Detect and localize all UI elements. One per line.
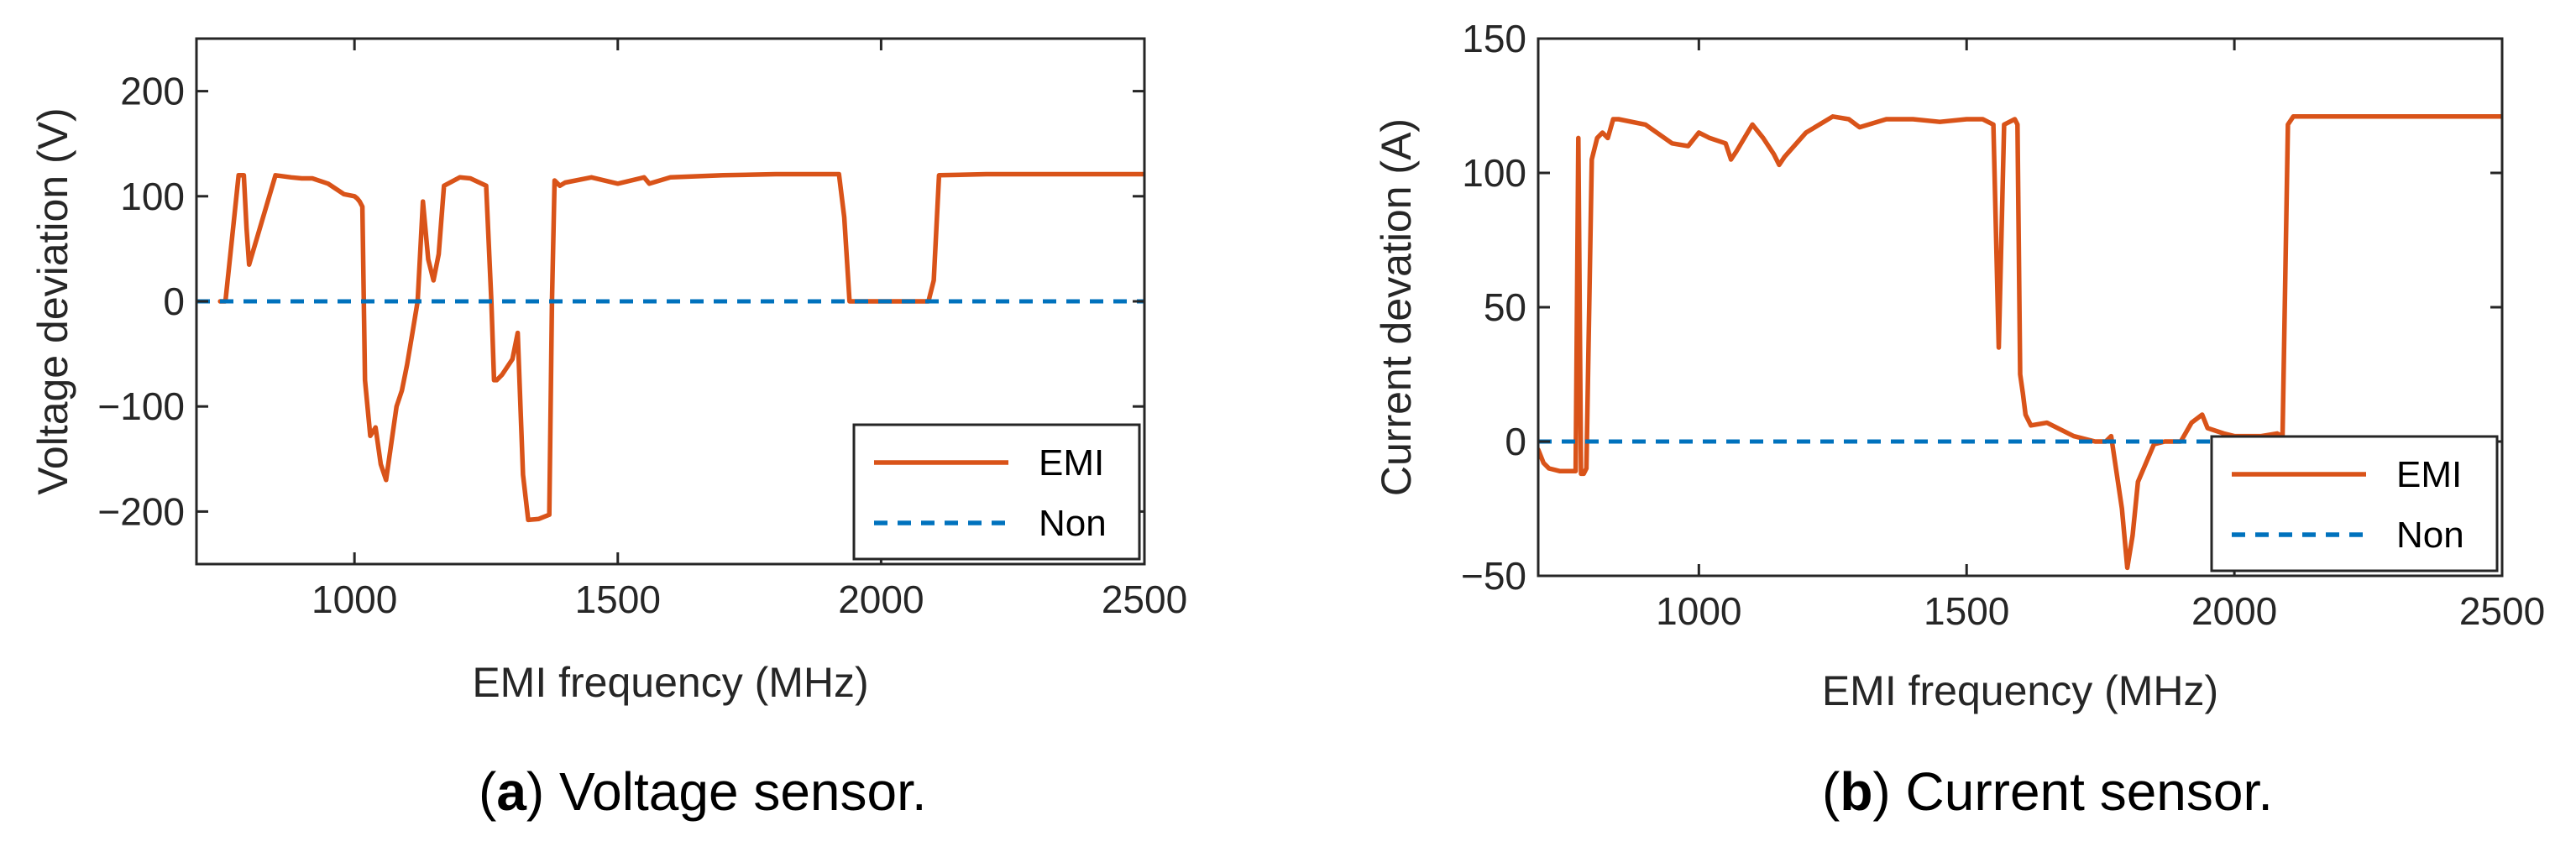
x-tick-label: 1500 — [575, 578, 661, 621]
caption-text: Current sensor. — [1891, 761, 2273, 822]
caption-close-paren: ) — [526, 761, 544, 822]
y-tick-label: −100 — [97, 384, 185, 428]
x-tick-label: 1500 — [1924, 589, 2009, 633]
caption: (a) Voltage sensor. — [479, 761, 927, 822]
legend-box — [852, 423, 1141, 561]
legend-box — [2210, 435, 2499, 572]
series-line-emi — [1538, 114, 2502, 571]
y-axis-label: Current devation (A) — [1373, 118, 1420, 496]
caption-letter: a — [496, 761, 526, 822]
x-axis-label: EMI frequency (MHz) — [472, 659, 868, 706]
caption-open-paren: ( — [1822, 761, 1840, 822]
caption-text: Voltage sensor. — [544, 761, 926, 822]
x-tick-label: 2500 — [2459, 589, 2545, 633]
x-axis-label: EMI frequency (MHz) — [1822, 667, 2218, 714]
y-axis-label: Voltage deviation (V) — [29, 107, 76, 494]
series-line-emi — [217, 171, 1144, 523]
chart-voltage: 1000 1500 2000 2500 −200 −100 0 100 200 EMI frequ… — [29, 37, 1187, 822]
y-tick-label: 0 — [1505, 420, 1526, 463]
x-tick-label: 2500 — [1102, 578, 1187, 621]
legend: EMI Non — [852, 423, 1141, 561]
legend-label-non: Non — [2396, 515, 2464, 556]
y-tick-label: 0 — [163, 280, 185, 323]
x-tick-label: 2000 — [838, 578, 924, 621]
y-tick-label: −200 — [97, 489, 185, 533]
y-tick-label: 100 — [1462, 151, 1526, 195]
x-tick-label: 1000 — [312, 578, 397, 621]
y-tick-label: 50 — [1484, 285, 1526, 329]
caption-letter: b — [1840, 761, 1872, 822]
chart-current: 1000 1500 2000 2500 −50 0 50 100 150 EMI frequenc… — [1373, 17, 2545, 822]
caption-close-paren: ) — [1872, 761, 1890, 822]
legend-label-emi: EMI — [2396, 454, 2462, 495]
y-tick-label: −50 — [1461, 554, 1526, 598]
x-tick-label: 2000 — [2191, 589, 2277, 633]
legend-label-non: Non — [1039, 503, 1107, 544]
caption-open-paren: ( — [479, 761, 496, 822]
series-group — [196, 171, 1144, 523]
y-tick-label: 150 — [1462, 17, 1526, 60]
x-tick-label: 1000 — [1656, 589, 1741, 633]
caption: (b) Current sensor. — [1822, 761, 2273, 822]
legend-label-emi: EMI — [1039, 442, 1104, 483]
y-tick-label: 100 — [120, 175, 185, 218]
y-tick-label: 200 — [120, 70, 185, 113]
legend: EMI Non — [2210, 435, 2499, 572]
